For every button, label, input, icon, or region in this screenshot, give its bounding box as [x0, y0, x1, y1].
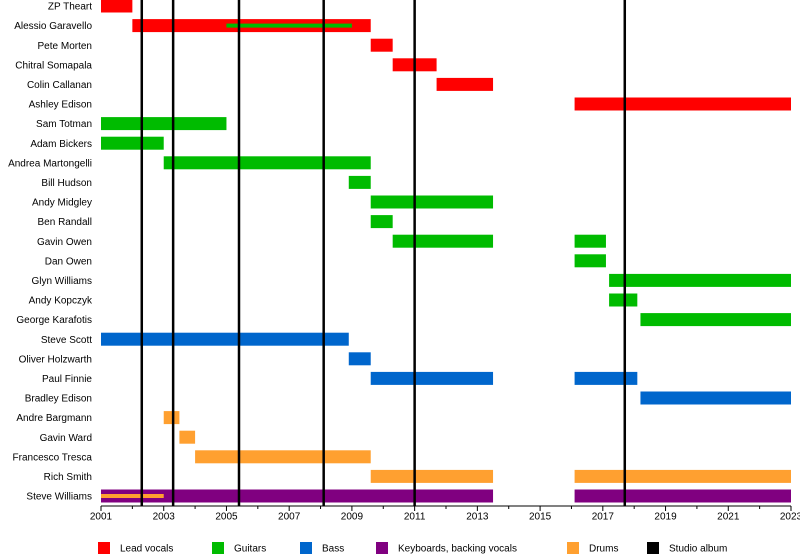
legend-swatch — [212, 542, 224, 554]
x-tick-label: 2017 — [592, 512, 615, 523]
member-label: Andy Midgley — [32, 198, 92, 209]
legend-swatch — [98, 542, 110, 554]
member-label: Dan Owen — [45, 256, 92, 267]
tenure-bar — [179, 430, 196, 444]
member-label: Oliver Holzwarth — [19, 354, 92, 365]
x-tick-label: 2015 — [529, 512, 552, 523]
legend-label: Keyboards, backing vocals — [398, 544, 517, 555]
x-tick-label: 2001 — [90, 512, 113, 523]
tenure-bar — [574, 489, 791, 503]
member-label: Colin Callanan — [27, 80, 92, 91]
member-label: Steve Williams — [26, 492, 92, 503]
member-label: Gavin Ward — [40, 433, 92, 444]
tenure-bar — [574, 371, 638, 385]
member-label: Alessio Garavello — [14, 21, 92, 32]
x-tick-label: 2023 — [780, 512, 800, 523]
tenure-bar — [101, 494, 164, 498]
tenure-bar — [574, 97, 791, 111]
tenure-bar — [101, 489, 494, 503]
tenure-bar — [609, 273, 791, 287]
tenure-bar — [101, 332, 349, 346]
tenure-bar — [609, 293, 638, 307]
x-tick-label: 2005 — [215, 512, 238, 523]
legend-label: Drums — [589, 544, 618, 555]
member-label: Francesco Tresca — [13, 452, 93, 463]
legend-label: Bass — [322, 544, 344, 555]
member-label: Sam Totman — [36, 119, 92, 130]
tenure-bar — [436, 77, 494, 91]
member-label: Andy Kopczyk — [29, 296, 93, 307]
member-label: Steve Scott — [41, 335, 92, 346]
x-tick-label: 2003 — [153, 512, 176, 523]
member-label: Glyn Williams — [31, 276, 92, 287]
x-tick-label: 2009 — [341, 512, 364, 523]
legend-swatch — [567, 542, 579, 554]
member-label: Gavin Owen — [37, 237, 92, 248]
tenure-bar — [101, 117, 227, 131]
member-label: Rich Smith — [44, 472, 92, 483]
member-label: Ashley Edison — [29, 100, 92, 111]
member-label: Paul Finnie — [42, 374, 92, 385]
tenure-bar — [370, 38, 393, 52]
tenure-bar — [195, 450, 371, 464]
x-tick-label: 2019 — [654, 512, 677, 523]
tenure-bar — [370, 195, 494, 209]
x-tick-label: 2021 — [717, 512, 740, 523]
tenure-bar — [348, 175, 371, 189]
member-label: George Karafotis — [16, 315, 92, 326]
legend-label: Studio album — [669, 544, 727, 555]
legend-swatch — [647, 542, 659, 554]
x-tick-label: 2011 — [404, 512, 426, 523]
legend-swatch — [376, 542, 388, 554]
tenure-bar — [101, 0, 133, 13]
tenure-bar — [574, 469, 791, 483]
tenure-bar — [370, 215, 393, 229]
tenure-bar — [574, 234, 606, 248]
member-label: Adam Bickers — [30, 139, 92, 150]
x-tick-label: 2013 — [466, 512, 489, 523]
member-label: ZP Theart — [48, 2, 92, 13]
tenure-bar — [163, 411, 180, 425]
legend-label: Lead vocals — [120, 544, 173, 555]
tenure-bar — [640, 391, 791, 405]
legend-label: Guitars — [234, 544, 266, 555]
legend-swatch — [300, 542, 312, 554]
tenure-bar — [392, 234, 494, 248]
tenure-bar — [370, 469, 494, 483]
member-label: Andre Bargmann — [16, 413, 92, 424]
member-label: Ben Randall — [38, 217, 92, 228]
member-label: Chitral Somapala — [15, 60, 92, 71]
tenure-bar — [163, 156, 371, 170]
member-label: Pete Morten — [38, 41, 92, 52]
x-tick-label: 2007 — [278, 512, 301, 523]
member-label: Bill Hudson — [41, 178, 92, 189]
tenure-bar — [640, 313, 791, 327]
member-label: Bradley Edison — [25, 394, 92, 405]
tenure-bar — [101, 136, 164, 150]
member-label: Andrea Martongelli — [8, 158, 92, 169]
tenure-bar — [370, 371, 494, 385]
tenure-bar — [348, 352, 371, 366]
tenure-bar — [574, 254, 606, 268]
tenure-bar — [226, 23, 352, 28]
